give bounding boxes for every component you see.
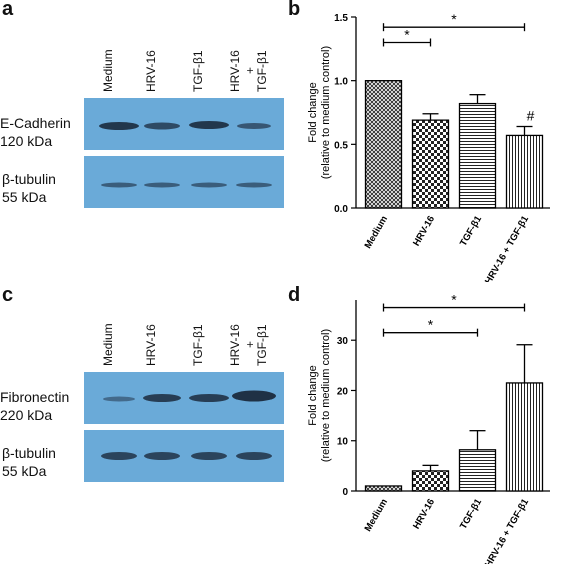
band — [144, 122, 180, 130]
bar-chart-b: 0.0 0.5 1.0 1.5 Fold change (relative to medi… — [307, 11, 550, 282]
lane-label-hrv16: HRV-16 — [144, 50, 158, 92]
band — [191, 452, 227, 460]
bar — [458, 102, 497, 209]
protein-name: Fibronectin — [0, 389, 70, 405]
blot-label-tubulin-c: β-tubulin 55 kDa — [2, 444, 56, 480]
band — [103, 396, 135, 402]
bar — [505, 382, 544, 492]
bar — [364, 485, 403, 492]
x-tick-label: HRV-16 + TGF-β1 — [483, 213, 531, 282]
blot-bands-ecadherin — [99, 121, 271, 130]
x-tick-label: HRV-16 + TGF-β1 — [483, 496, 531, 564]
band — [101, 452, 137, 460]
band — [236, 452, 272, 460]
blot-label-ecadherin: E-Cadherin 120 kDa — [0, 114, 71, 150]
band — [143, 394, 181, 402]
lane-label-medium: Medium — [101, 323, 115, 366]
lane-label-medium: Medium — [101, 49, 115, 92]
x-tick-label: TGF-β1 — [458, 496, 485, 531]
y-axis-label: Fold change — [307, 82, 319, 143]
significance-star: * — [428, 317, 434, 333]
x-tick-label: Medium — [363, 497, 390, 534]
bar-chart-d: 0 10 20 30 Fold change (relative to medium co… — [307, 292, 550, 564]
blot-bands-tubulin-a — [101, 182, 272, 188]
x-tick-label: Medium — [363, 214, 390, 251]
lane-label-hrv16: HRV-16 — [144, 324, 158, 366]
blot-label-fibronectin: Fibronectin 220 kDa — [0, 388, 69, 424]
band — [99, 122, 139, 130]
bar — [411, 119, 450, 209]
band — [232, 390, 276, 402]
blot-membrane-ecadherin — [84, 98, 284, 150]
bar — [411, 470, 450, 492]
band — [191, 182, 227, 188]
y-tick-label: 1.5 — [334, 13, 348, 24]
significance-marker: # — [527, 108, 535, 124]
protein-size: 55 kDa — [2, 463, 47, 479]
lane-label-tgfb1: TGF-β1 — [191, 324, 205, 366]
significance-star: * — [451, 292, 457, 308]
y-tick-label: 10 — [337, 437, 349, 448]
blot-label-tubulin-a: β-tubulin 55 kDa — [2, 170, 56, 206]
y-tick-label: 30 — [337, 336, 349, 347]
blot-bands-tubulin-c — [101, 452, 272, 460]
x-tick-label: HRV-16 — [411, 214, 437, 248]
blot-membrane-tubulin-c — [84, 430, 284, 482]
panel-letter-a: a — [2, 0, 14, 20]
lane-label-hrv16-combo: HRV-16 — [228, 324, 242, 366]
panel-letter-c: c — [2, 284, 14, 306]
lane-label-tgfb1-combo: TGF-β1 — [255, 50, 269, 92]
panel-letter-d: d — [288, 284, 301, 306]
band — [101, 182, 137, 188]
y-axis-label-sub: (relative to medium control) — [320, 329, 332, 462]
lane-label-hrv16-combo: HRV-16 — [228, 50, 242, 92]
blot-membrane-tubulin-a — [84, 156, 284, 208]
protein-size: 55 kDa — [2, 189, 47, 205]
y-tick-label: 0.5 — [334, 140, 348, 151]
blot-bands-fibronectin — [103, 390, 276, 402]
protein-size: 120 kDa — [0, 133, 53, 149]
significance-star: * — [404, 26, 410, 42]
band — [189, 121, 229, 129]
y-tick-label: 0.0 — [334, 204, 348, 215]
band — [236, 182, 272, 188]
bar — [364, 80, 403, 209]
bar — [505, 134, 544, 209]
panel-letter-b: b — [288, 0, 301, 20]
protein-name: E-Cadherin — [0, 115, 71, 131]
x-tick-label: TGF-β1 — [458, 213, 485, 248]
x-tick-label: HRV-16 — [411, 497, 437, 531]
blot-membrane-fibronectin — [84, 372, 284, 424]
significance-star: * — [451, 11, 457, 27]
lane-label-tgfb1: TGF-β1 — [191, 50, 205, 92]
y-tick-label: 20 — [337, 386, 349, 397]
protein-name: β-tubulin — [2, 171, 56, 187]
y-tick-label: 1.0 — [334, 77, 348, 88]
y-tick-label: 0 — [342, 487, 348, 498]
band — [144, 452, 180, 460]
bar — [458, 449, 497, 492]
y-axis-label-sub: (relative to medium control) — [320, 46, 332, 179]
lane-label-tgfb1-combo: TGF-β1 — [255, 324, 269, 366]
protein-name: β-tubulin — [2, 445, 56, 461]
band — [189, 394, 229, 402]
y-axis-label: Fold change — [307, 365, 319, 426]
band — [144, 182, 180, 188]
protein-size: 220 kDa — [0, 407, 53, 423]
band — [237, 123, 271, 129]
